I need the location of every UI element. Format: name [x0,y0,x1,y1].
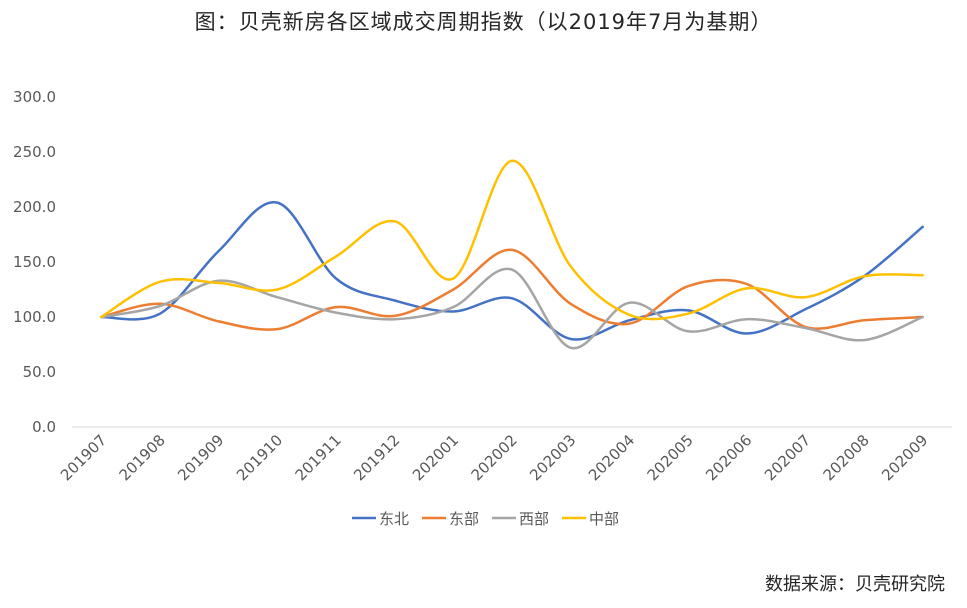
series-line-2 [100,267,924,350]
x-tick-label: 202004 [585,431,638,484]
y-tick-label: 300.0 [13,88,56,106]
x-tick-label: 202001 [409,431,462,484]
y-tick-label: 100.0 [13,308,56,326]
legend-label: 东部 [449,510,479,528]
x-tick-label: 201910 [233,431,286,484]
x-tick-label: 202002 [468,431,521,484]
series-line-1 [100,248,924,331]
series-line-0 [100,201,924,341]
legend-label: 东北 [379,510,409,528]
legend-label: 西部 [519,510,549,528]
y-axis-ticks: 0.0 50.0 100.0 150.0 200.0 250.0 300.0 [13,88,56,436]
series-lines [100,159,924,350]
x-axis-ticks: 201907 201908 201909 201910 201911 201912 2020… [57,431,932,484]
y-tick-label: 0.0 [32,418,56,436]
y-tick-label: 200.0 [13,198,56,216]
legend-label: 中部 [589,510,619,528]
legend: 东北 东部 西部 中部 [352,510,619,528]
x-tick-label: 202007 [761,431,814,484]
x-tick-label: 202009 [878,431,931,484]
source-note: 数据来源：贝壳研究院 [765,574,945,595]
x-tick-label: 201911 [292,431,345,484]
x-tick-label: 201909 [174,431,227,484]
series-line-3 [100,159,924,321]
x-tick-label: 201908 [116,431,169,484]
y-tick-label: 250.0 [13,143,56,161]
x-tick-label: 201907 [57,431,110,484]
x-tick-label: 202003 [526,431,579,484]
x-tick-label: 202008 [820,431,873,484]
y-tick-label: 150.0 [13,253,56,271]
x-tick-label: 202006 [702,431,755,484]
chart-title: 图：贝壳新房各区域成交周期指数（以2019年7月为基期） [194,10,773,34]
x-tick-label: 202005 [644,431,697,484]
x-tick-label: 201912 [350,431,403,484]
y-tick-label: 50.0 [23,363,56,381]
